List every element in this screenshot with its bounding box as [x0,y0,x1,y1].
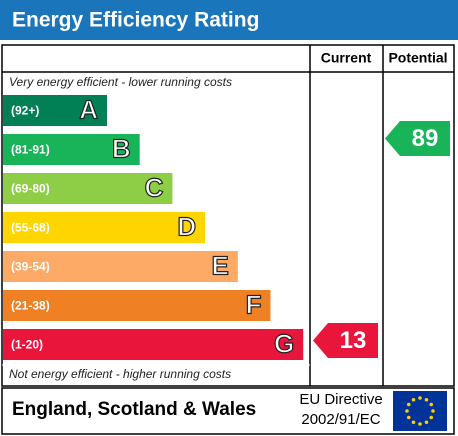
band-range: (55-68) [11,221,50,235]
rating-arrow [385,121,450,156]
band-letter: B [112,133,131,163]
band-letter: G [274,328,294,358]
eu-star [405,409,409,413]
column-header: Current [321,50,372,66]
eu-star [411,420,416,425]
band-letter: C [145,172,164,202]
eu-star [406,402,411,407]
band-bar [3,251,238,282]
band-range: (92+) [11,104,39,118]
eu-star [424,420,429,425]
band-bar [3,212,206,243]
band-bar [3,173,173,204]
title-bar [0,0,458,40]
directive: 2002/91/EC [301,411,380,428]
band-letter: A [79,94,98,124]
band-range: (69-80) [11,182,50,196]
rating-value: 89 [412,125,439,152]
band-letter: E [211,250,228,280]
bottom-note: Not energy efficient - higher running co… [9,367,231,381]
eu-star [418,422,422,426]
eu-star [424,397,429,402]
eu-star [429,402,434,407]
rating-value: 13 [340,327,367,354]
band-bar [3,329,304,360]
band-bar [3,290,271,321]
top-note: Very energy efficient - lower running co… [9,75,232,89]
eu-star [431,409,435,413]
band-bar [3,95,107,126]
band-range: (81-91) [11,143,50,157]
band-range: (39-54) [11,260,50,274]
region: England, Scotland & Wales [12,399,256,420]
band-range: (1-20) [11,338,43,352]
rating-arrow [313,323,378,358]
eu-star [411,397,416,402]
table-frame [1,44,455,387]
title: Energy Efficiency Rating [12,9,259,32]
band-letter: D [177,211,196,241]
band-range: (21-38) [11,299,50,313]
eu-star [406,415,411,420]
footer-frame [1,387,455,435]
band-bar [3,134,140,165]
eu-stars [405,396,435,426]
band-letter: F [246,289,262,319]
eu-star [418,396,422,400]
directive: EU Directive [299,391,382,408]
column-header: Potential [388,50,447,66]
eu-star [429,415,434,420]
